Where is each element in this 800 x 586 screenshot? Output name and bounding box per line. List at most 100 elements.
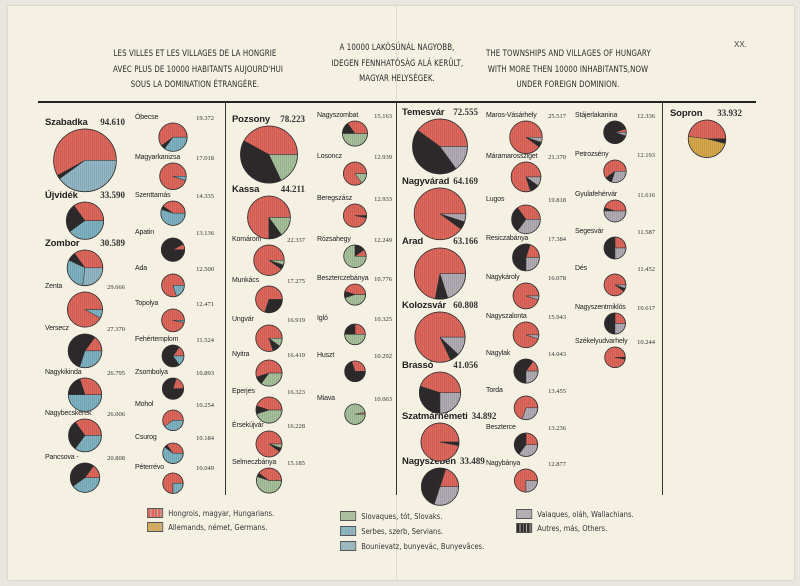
town-name: Nagylak — [486, 350, 511, 357]
town-name: Ungvár — [232, 316, 254, 323]
town-name: Gyulafehérvár — [575, 191, 618, 198]
pie-outline — [158, 122, 188, 152]
town-population: 10.049 — [196, 465, 214, 472]
town-name: Nagyszeben — [402, 456, 456, 467]
pie-outline — [603, 273, 627, 297]
legend-swatch — [340, 511, 357, 521]
pie-outline — [603, 120, 627, 145]
pie-munk-cs — [255, 285, 283, 314]
pie-outline — [344, 283, 366, 306]
town-name: Péterrévo — [135, 464, 164, 471]
legend-label: Slovaques, tót, Slovaks. — [361, 511, 443, 521]
town-population: 16.919 — [287, 317, 305, 324]
title-french: LES VILLES ET LES VILLAGES DE LA HONGRIE… — [113, 47, 284, 94]
pie-nagybecskerek — [68, 418, 102, 453]
column-divider — [396, 103, 397, 495]
town-name: Zsombolya — [135, 369, 168, 376]
pie-outline — [513, 395, 539, 421]
town-population: 16.228 — [287, 423, 305, 430]
town-population: 11.452 — [637, 266, 655, 273]
pie-outline — [512, 321, 540, 349]
title-line: AVEC PLUS DE 10000 HABITANTS AUJOURD'HUI — [113, 64, 284, 75]
pie-outline — [412, 118, 468, 175]
pie-nagyb-nya — [514, 468, 538, 493]
title-line: SOUS LA DOMINATION ÉTRANGÈRE. — [130, 80, 260, 90]
pie-slice-bun — [82, 267, 104, 286]
pie-zsombolya — [161, 377, 185, 400]
legend-item-hun: Hongrois, magyar, Hungarians. — [147, 508, 274, 518]
town-name: Beszterczebánya — [317, 275, 369, 282]
town-population: 10.325 — [374, 316, 392, 323]
legend-swatch — [147, 522, 164, 532]
town-population: 10.254 — [196, 402, 214, 409]
town-population: 12.939 — [374, 154, 392, 161]
town-name: Mohol — [135, 401, 154, 408]
pie-outline — [255, 285, 283, 314]
pie-outline — [69, 462, 101, 493]
pie-outline — [68, 418, 102, 453]
town-population: 16.078 — [548, 275, 566, 282]
town-name: Ada — [135, 265, 148, 272]
town-population: 12.471 — [196, 301, 214, 308]
pie-gyulafeh-rv-r — [603, 199, 627, 223]
town-name: Újvidék — [45, 190, 78, 201]
legend-swatch — [340, 526, 357, 536]
town-population: 10.184 — [196, 435, 214, 442]
pie-outline — [344, 323, 366, 346]
town-population: 13.136 — [196, 230, 214, 237]
town-name: Zombor — [45, 238, 80, 249]
pie-outline — [161, 377, 185, 400]
pie-outline — [414, 311, 466, 363]
town-population: 12.336 — [637, 113, 655, 120]
pie-outline — [604, 346, 626, 369]
title-line: WITH MORE THEN 10000 INHABITANTS,NOW — [487, 64, 649, 75]
pie-outline — [162, 442, 184, 464]
pie-mohol — [162, 409, 184, 432]
town-name: Maros-Vásárhely — [486, 112, 537, 119]
pie-nagyszombat — [342, 120, 368, 147]
pie-kolozsv-r — [414, 311, 466, 363]
town-name: Sopron — [670, 108, 703, 119]
pie-beszterce — [513, 432, 539, 457]
town-population: 33.590 — [100, 190, 125, 200]
town-name: Pancsova - — [45, 454, 79, 461]
legend-label: Bounievatz, bunyevác, Bunyevâces. — [361, 541, 485, 551]
pie-outline — [66, 249, 104, 287]
town-population: 33.489 — [459, 456, 485, 466]
legend-label: Hongrois, magyar, Hungarians. — [168, 508, 275, 518]
town-population: 12.193 — [637, 152, 655, 159]
pie-outline — [162, 472, 184, 494]
title-line: A 10000 LAKÓSÚNÁL NAGYOBB, — [339, 43, 455, 53]
pie-outline — [67, 291, 103, 328]
pie-outline — [687, 119, 727, 158]
pie-apatin — [160, 237, 186, 262]
pie--jvid-k — [65, 201, 105, 240]
pie-st-jerlakanina — [603, 120, 627, 145]
pie-outline — [420, 422, 460, 462]
column-divider — [225, 103, 226, 495]
town-population: 33.932 — [717, 108, 742, 118]
town-population: 20.808 — [107, 455, 125, 462]
town-name: Losoncz — [317, 153, 343, 160]
town-name: Érsekújvár — [232, 422, 264, 429]
legend-swatch — [516, 509, 533, 519]
pie-nagykikinda — [67, 377, 103, 412]
pie-miava — [344, 403, 366, 425]
town-population: 10.063 — [374, 396, 392, 403]
town-population: 34.892 — [471, 411, 497, 421]
town-population: 26.795 — [107, 370, 125, 377]
town-population: 10.617 — [637, 305, 655, 312]
pie-outline — [603, 236, 627, 260]
pie-outline — [603, 159, 627, 183]
pie-outline — [603, 199, 627, 223]
legend-label: Valaques, oláh, Wallachians. — [537, 509, 634, 519]
town-name: Kassa — [232, 184, 260, 195]
town-name: Munkács — [232, 277, 259, 284]
pie-versecz — [67, 333, 103, 369]
town-name: Pozsony — [232, 114, 271, 125]
pie-topolya — [161, 308, 185, 333]
pie-segesv-r — [603, 236, 627, 260]
town-population: 16.323 — [287, 389, 305, 396]
pie-outline — [67, 377, 103, 412]
pie-outline — [514, 468, 538, 493]
